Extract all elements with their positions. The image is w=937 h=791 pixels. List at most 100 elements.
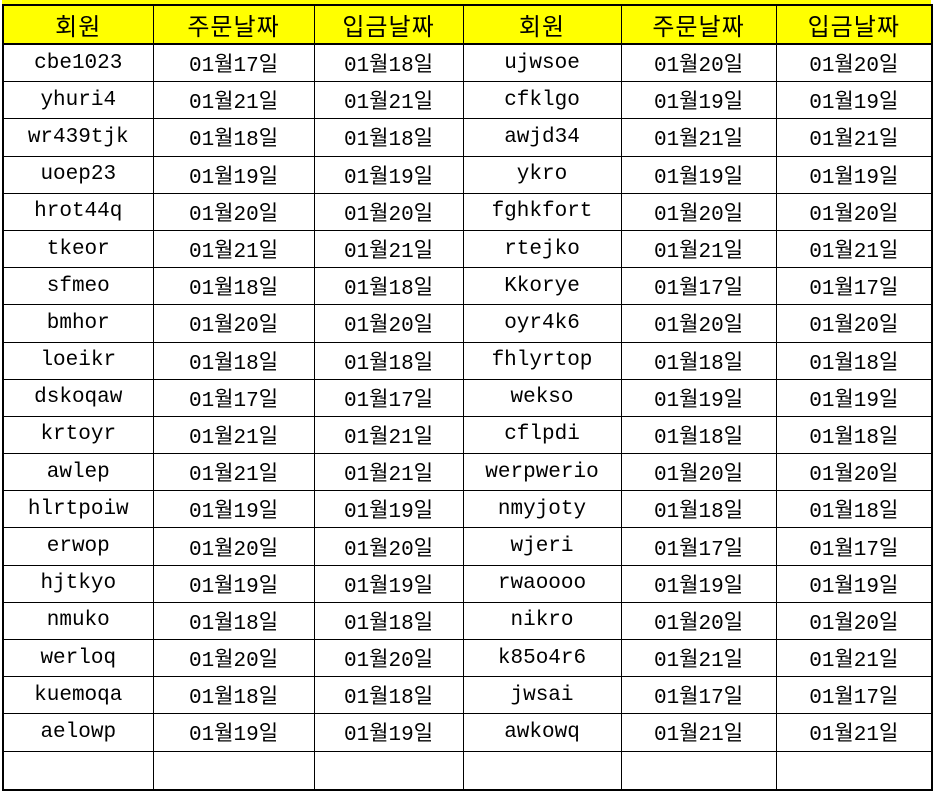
empty-cell[interactable]	[313, 750, 464, 791]
member-cell[interactable]: cbe1023	[2, 43, 154, 83]
order-date-cell[interactable]: 01월17일	[620, 676, 777, 715]
order-date-cell[interactable]: 01월18일	[152, 601, 315, 641]
order-date-cell[interactable]: 01월18일	[620, 341, 777, 380]
deposit-date-cell[interactable]: 01월19일	[775, 564, 933, 603]
order-date-cell[interactable]: 01월21일	[152, 229, 315, 269]
deposit-date-cell[interactable]: 01월20일	[313, 527, 464, 566]
order-date-cell[interactable]: 01월20일	[152, 638, 315, 678]
member-cell[interactable]: rwaoooo	[462, 564, 622, 603]
order-date-cell[interactable]: 01월19일	[152, 155, 315, 194]
deposit-date-cell[interactable]: 01월20일	[775, 601, 933, 641]
deposit-date-cell[interactable]: 01월18일	[775, 490, 933, 529]
member-cell[interactable]: rtejko	[462, 229, 622, 269]
order-date-cell[interactable]: 01월19일	[152, 713, 315, 752]
member-cell[interactable]: sfmeo	[2, 267, 154, 306]
member-cell[interactable]: werpwerio	[462, 453, 622, 492]
deposit-date-cell[interactable]: 01월19일	[775, 155, 933, 194]
deposit-date-cell[interactable]: 01월18일	[775, 341, 933, 380]
member-cell[interactable]: awlep	[2, 453, 154, 492]
deposit-date-cell[interactable]: 01월18일	[775, 415, 933, 455]
deposit-date-cell[interactable]: 01월20일	[775, 192, 933, 231]
member-cell[interactable]: tkeor	[2, 229, 154, 269]
deposit-date-cell[interactable]: 01월19일	[775, 378, 933, 417]
column-header-order-date[interactable]: 주문날짜	[620, 4, 777, 45]
order-date-cell[interactable]: 01월18일	[620, 490, 777, 529]
member-cell[interactable]: fghkfort	[462, 192, 622, 231]
order-date-cell[interactable]: 01월20일	[152, 527, 315, 566]
order-date-cell[interactable]: 01월20일	[620, 304, 777, 343]
order-date-cell[interactable]: 01월17일	[152, 43, 315, 83]
order-date-cell[interactable]: 01월20일	[620, 192, 777, 231]
member-cell[interactable]: ujwsoe	[462, 43, 622, 83]
member-cell[interactable]: hlrtpoiw	[2, 490, 154, 529]
member-cell[interactable]: kuemoqa	[2, 676, 154, 715]
deposit-date-cell[interactable]: 01월20일	[775, 43, 933, 83]
order-date-cell[interactable]: 01월21일	[152, 415, 315, 455]
member-cell[interactable]: nikro	[462, 601, 622, 641]
member-cell[interactable]: awkowq	[462, 713, 622, 752]
member-cell[interactable]: werloq	[2, 638, 154, 678]
order-date-cell[interactable]: 01월19일	[620, 378, 777, 417]
column-header-deposit-date[interactable]: 입금날짜	[313, 4, 464, 45]
deposit-date-cell[interactable]: 01월19일	[313, 490, 464, 529]
order-date-cell[interactable]: 01월17일	[152, 378, 315, 417]
column-header-deposit-date[interactable]: 입금날짜	[775, 4, 933, 45]
order-date-cell[interactable]: 01월20일	[620, 601, 777, 641]
order-date-cell[interactable]: 01월21일	[620, 638, 777, 678]
order-date-cell[interactable]: 01월20일	[620, 453, 777, 492]
deposit-date-cell[interactable]: 01월19일	[775, 81, 933, 120]
deposit-date-cell[interactable]: 01월19일	[313, 155, 464, 194]
member-cell[interactable]: dskoqaw	[2, 378, 154, 417]
order-date-cell[interactable]: 01월18일	[152, 341, 315, 380]
member-cell[interactable]: hrot44q	[2, 192, 154, 231]
member-cell[interactable]: awjd34	[462, 118, 622, 157]
deposit-date-cell[interactable]: 01월21일	[313, 81, 464, 120]
deposit-date-cell[interactable]: 01월21일	[313, 415, 464, 455]
column-header-order-date[interactable]: 주문날짜	[152, 4, 315, 45]
deposit-date-cell[interactable]: 01월18일	[313, 341, 464, 380]
deposit-date-cell[interactable]: 01월20일	[775, 304, 933, 343]
member-cell[interactable]: jwsai	[462, 676, 622, 715]
deposit-date-cell[interactable]: 01월17일	[775, 267, 933, 306]
order-date-cell[interactable]: 01월18일	[620, 415, 777, 455]
member-cell[interactable]: wjeri	[462, 527, 622, 566]
deposit-date-cell[interactable]: 01월21일	[775, 638, 933, 678]
deposit-date-cell[interactable]: 01월21일	[313, 229, 464, 269]
member-cell[interactable]: k85o4r6	[462, 638, 622, 678]
member-cell[interactable]: loeikr	[2, 341, 154, 380]
empty-cell[interactable]	[2, 750, 154, 791]
member-cell[interactable]: Kkorye	[462, 267, 622, 306]
member-cell[interactable]: yhuri4	[2, 81, 154, 120]
order-date-cell[interactable]: 01월18일	[152, 676, 315, 715]
empty-cell[interactable]	[462, 750, 622, 791]
member-cell[interactable]: nmuko	[2, 601, 154, 641]
member-cell[interactable]: wekso	[462, 378, 622, 417]
deposit-date-cell[interactable]: 01월18일	[313, 267, 464, 306]
member-cell[interactable]: cfklgo	[462, 81, 622, 120]
order-date-cell[interactable]: 01월21일	[152, 81, 315, 120]
order-date-cell[interactable]: 01월19일	[152, 490, 315, 529]
deposit-date-cell[interactable]: 01월21일	[775, 118, 933, 157]
member-cell[interactable]: oyr4k6	[462, 304, 622, 343]
order-date-cell[interactable]: 01월21일	[620, 713, 777, 752]
empty-cell[interactable]	[152, 750, 315, 791]
member-cell[interactable]: fhlyrtop	[462, 341, 622, 380]
member-cell[interactable]: erwop	[2, 527, 154, 566]
order-date-cell[interactable]: 01월21일	[620, 229, 777, 269]
order-date-cell[interactable]: 01월18일	[152, 267, 315, 306]
column-header-member[interactable]: 회원	[2, 4, 154, 45]
order-date-cell[interactable]: 01월19일	[620, 81, 777, 120]
member-cell[interactable]: uoep23	[2, 155, 154, 194]
order-date-cell[interactable]: 01월19일	[620, 564, 777, 603]
deposit-date-cell[interactable]: 01월17일	[313, 378, 464, 417]
member-cell[interactable]: nmyjoty	[462, 490, 622, 529]
deposit-date-cell[interactable]: 01월17일	[775, 676, 933, 715]
order-date-cell[interactable]: 01월17일	[620, 527, 777, 566]
order-date-cell[interactable]: 01월20일	[152, 304, 315, 343]
column-header-member[interactable]: 회원	[462, 4, 622, 45]
deposit-date-cell[interactable]: 01월18일	[313, 676, 464, 715]
order-date-cell[interactable]: 01월21일	[620, 118, 777, 157]
deposit-date-cell[interactable]: 01월21일	[775, 713, 933, 752]
deposit-date-cell[interactable]: 01월18일	[313, 601, 464, 641]
order-date-cell[interactable]: 01월19일	[152, 564, 315, 603]
